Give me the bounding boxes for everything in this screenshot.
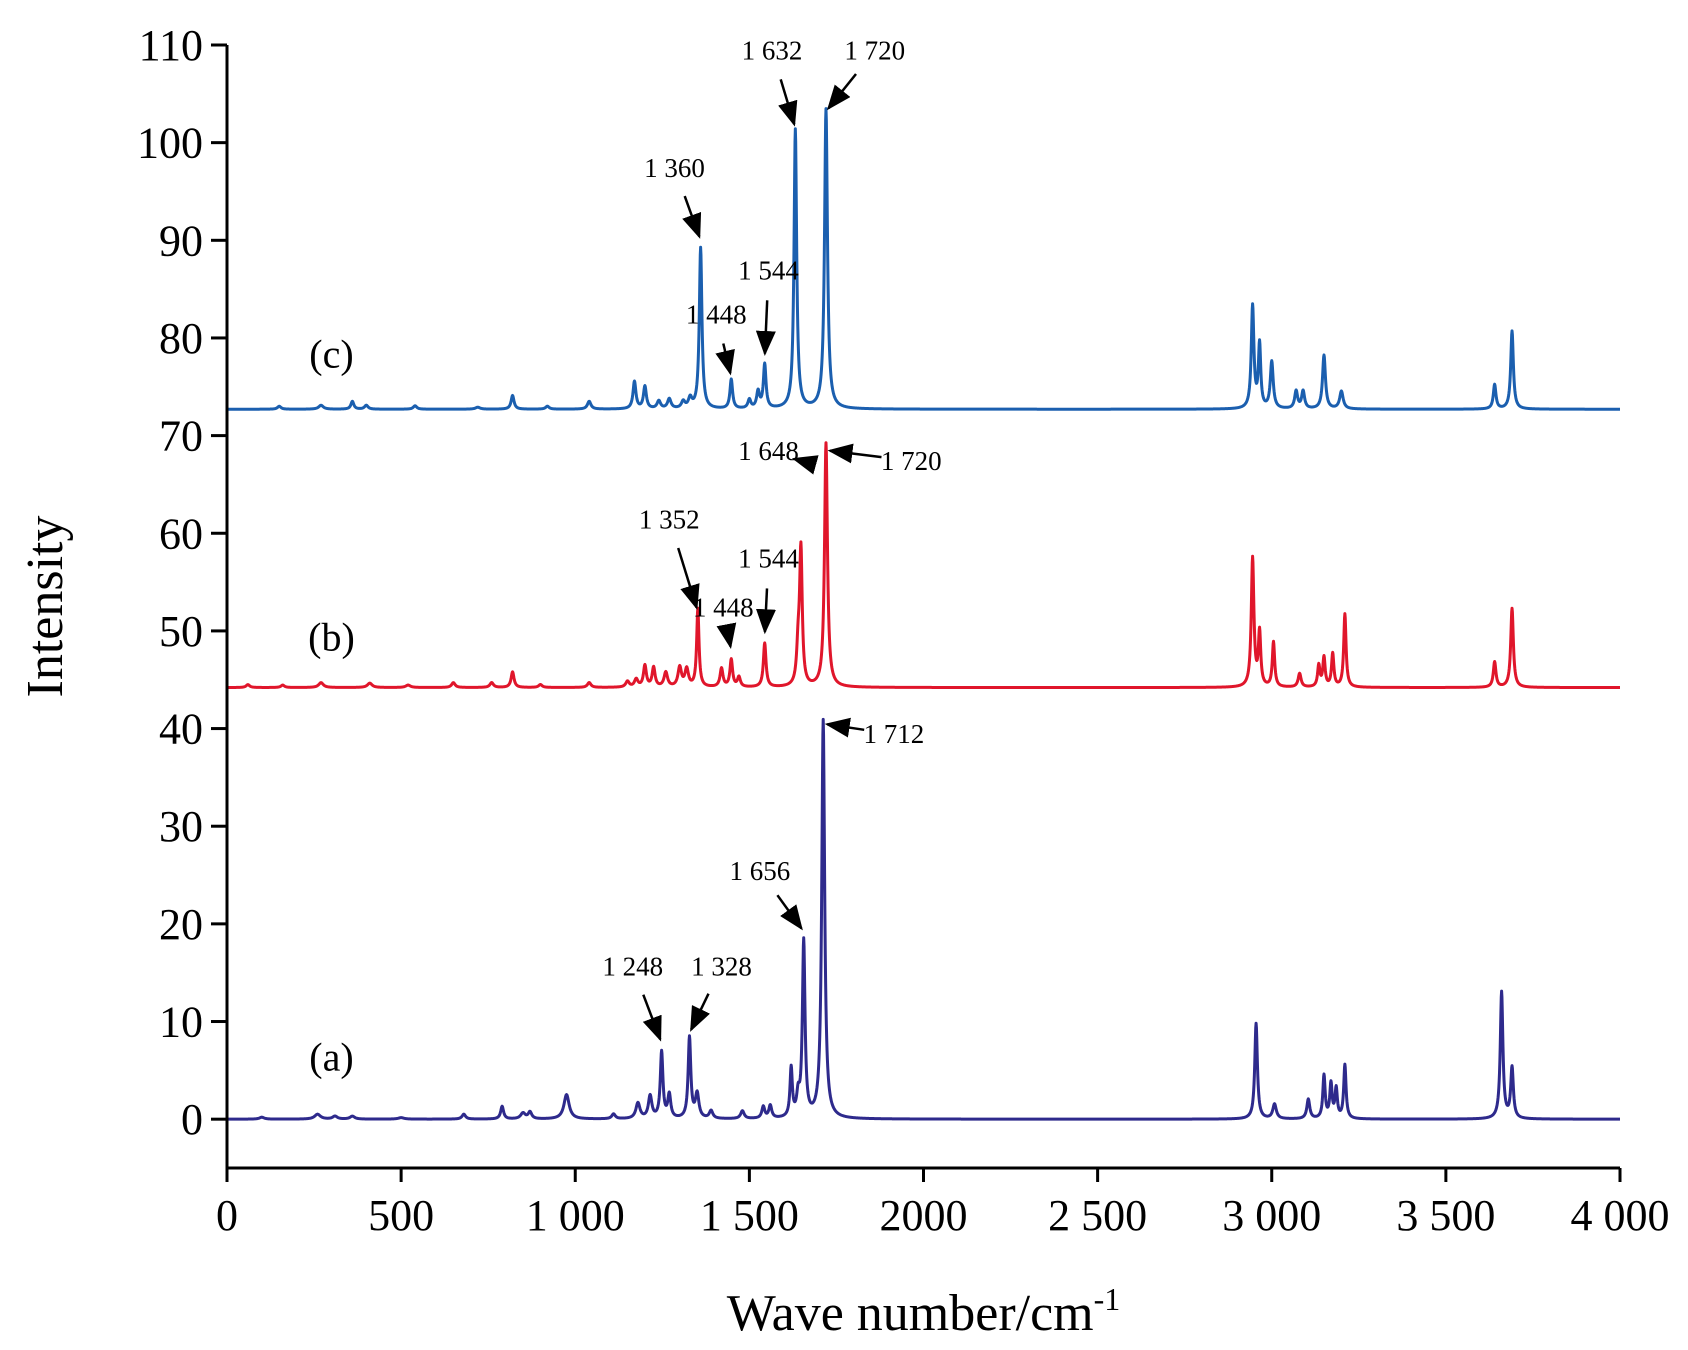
x-axis-title-superscript: -1 [1094, 1281, 1121, 1317]
x-axis-title-text: Wave number/cm [727, 1285, 1094, 1342]
peak-label: 1 712 [864, 719, 925, 749]
y-tick-label: 0 [181, 1095, 203, 1144]
peak-annotation: 1 248 [602, 952, 663, 1042]
peak-label: 1 648 [738, 436, 799, 466]
peak-arrow [677, 547, 700, 610]
y-tick-label: 30 [159, 802, 203, 851]
peak-annotation: 1 544 [738, 255, 799, 356]
y-tick-label: 50 [159, 607, 203, 656]
y-axis-title: Intensity [17, 516, 74, 698]
x-tick-label: 3 000 [1222, 1191, 1321, 1240]
peak-label: 1 632 [742, 36, 803, 66]
peak-annotation: 1 720 [827, 443, 942, 476]
y-tick-label: 100 [137, 119, 203, 168]
x-tick-label: 4 000 [1571, 1191, 1670, 1240]
y-tick-label: 10 [159, 998, 203, 1047]
peak-arrow [755, 300, 776, 356]
peak-arrow [791, 455, 819, 475]
peak-arrow [827, 443, 882, 464]
y-axis-ticks: 0 10 20 30 40 50 60 70 80 90 100 110 [137, 21, 227, 1144]
peak-annotation: 1 712 [824, 717, 925, 749]
peak-arrow [755, 588, 776, 635]
y-tick-label: 110 [139, 21, 203, 70]
x-tick-label: 500 [368, 1191, 434, 1240]
axes: 0 500 1 000 1 500 2000 2 500 3 000 3 500 4 000 0… [137, 21, 1670, 1240]
peak-label: 1 656 [729, 856, 790, 886]
peak-annotation: 1 632 [742, 36, 803, 127]
peak-arrow [824, 717, 865, 738]
series-tag-c: (c) [309, 331, 353, 376]
y-tick-label: 80 [159, 314, 203, 363]
peak-label: 1 360 [644, 153, 705, 183]
peak-label: 1 720 [881, 446, 942, 476]
series-tag-a: (a) [309, 1034, 353, 1079]
peak-label: 1 448 [686, 299, 747, 329]
peak-arrow [716, 622, 737, 649]
series-layer [225, 107, 1622, 1121]
peak-annotation: 1 648 [738, 436, 819, 475]
x-tick-label: 1 000 [526, 1191, 625, 1240]
peak-label: 1 544 [738, 543, 799, 573]
y-tick-label: 70 [159, 412, 203, 461]
series-tags: (a) (b) (c) [308, 331, 355, 1079]
peak-label: 1 448 [693, 592, 754, 622]
series-line-b [225, 441, 1622, 690]
x-tick-label: 2000 [880, 1191, 968, 1240]
peak-annotation: 1 328 [690, 952, 752, 1032]
x-tick-label: 1 500 [700, 1191, 799, 1240]
peak-arrow [715, 343, 735, 376]
peak-annotations: 1 632 1 720 1 360 1 544 1 448 1 648 1 720 1 352… [602, 36, 942, 1042]
series-tag-b: (b) [308, 614, 355, 659]
series-line-c [225, 107, 1622, 411]
peak-label: 1 544 [738, 255, 799, 285]
peak-annotation: 1 656 [729, 856, 803, 931]
peak-label: 1 720 [844, 36, 905, 66]
peak-label: 1 352 [639, 504, 700, 534]
peak-label: 1 248 [602, 952, 663, 982]
peak-annotation: 1 360 [644, 153, 705, 239]
peak-annotation: 1 720 [826, 36, 905, 111]
peak-arrow [642, 994, 662, 1042]
peak-annotation: 1 448 [686, 299, 747, 376]
peak-arrow [690, 993, 710, 1032]
peak-annotation: 1 352 [639, 504, 700, 610]
peak-label: 1 328 [691, 952, 752, 982]
peak-arrow [778, 79, 798, 127]
peak-annotation: 1 448 [693, 592, 754, 649]
peak-arrow [682, 195, 702, 239]
x-tick-label: 2 500 [1048, 1191, 1147, 1240]
x-axis-title: Wave number/cm-1 [727, 1281, 1121, 1342]
y-tick-label: 20 [159, 900, 203, 949]
x-tick-label: 3 500 [1396, 1191, 1495, 1240]
peak-annotation: 1 544 [738, 543, 799, 635]
y-tick-label: 90 [159, 216, 203, 265]
y-tick-label: 60 [159, 509, 203, 558]
peak-arrow [776, 894, 803, 931]
y-tick-label: 40 [159, 705, 203, 754]
x-tick-label: 0 [216, 1191, 238, 1240]
series-line-a [225, 717, 1622, 1121]
peak-arrow [826, 73, 857, 111]
x-axis-ticks: 0 500 1 000 1 500 2000 2 500 3 000 3 500 4 000 [216, 1168, 1670, 1240]
